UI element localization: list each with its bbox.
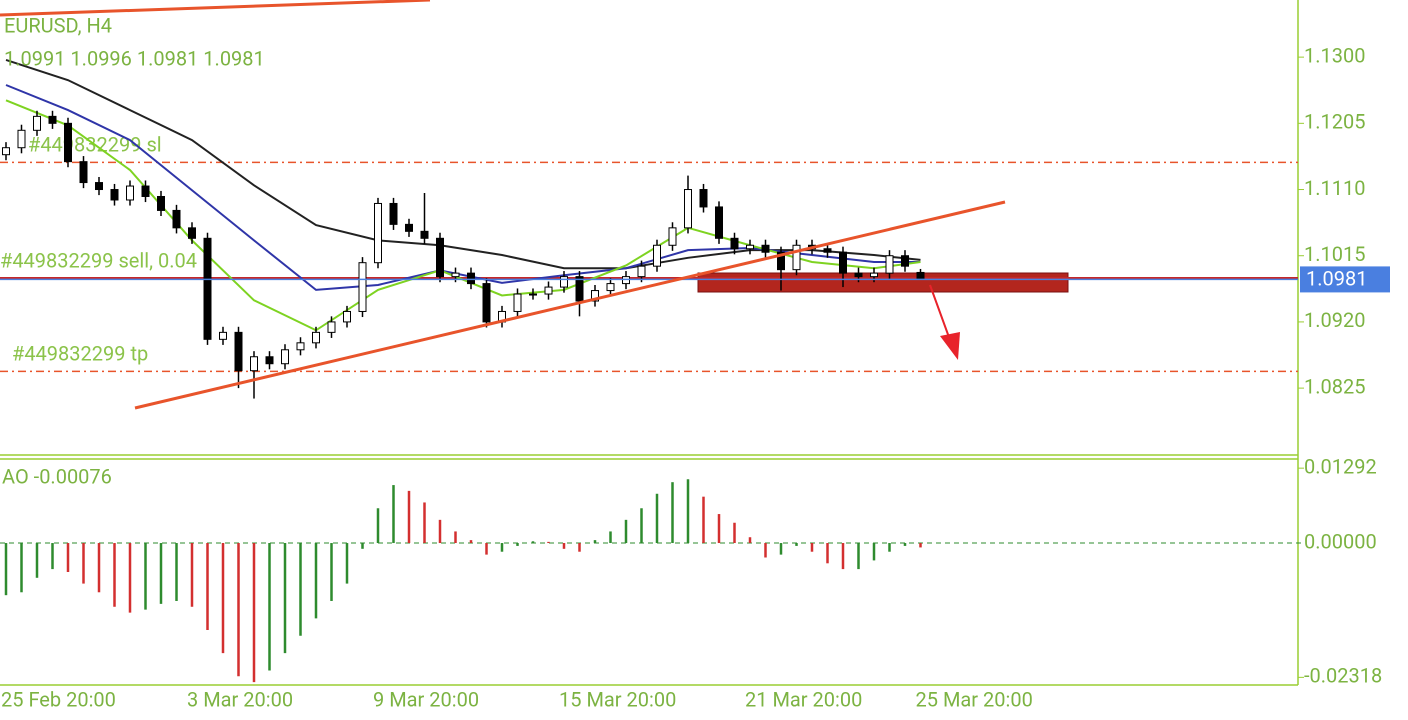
candle-body [560,276,568,288]
x-tick-label: 9 Mar 20:00 [373,687,479,711]
moving-average [5,58,921,270]
candle-body [2,147,10,156]
candle-body [374,202,382,264]
arrow-head [940,332,960,360]
y-tick-label: 1.0825 [1304,374,1365,398]
candle-body [95,182,103,191]
candle-body [451,272,460,278]
candle-body [746,244,754,250]
chart-subtitle: 1.0991 1.0996 1.0981 1.0981 [4,46,265,70]
candle-body [653,244,661,267]
chart-title: EURUSD, H4 [4,13,112,37]
candle-body [110,189,119,201]
candle-body [188,227,196,239]
x-tick-label: 21 Mar 20:00 [745,687,862,711]
trend-line [134,200,1006,410]
candle-body [203,237,212,340]
y-tick-label: 1.1110 [1304,176,1365,200]
current-price-box [1300,266,1390,293]
candle-body [591,290,599,302]
candle-body [699,189,708,208]
candle-body [777,251,785,271]
x-tick-label: 3 Mar 20:00 [187,687,293,711]
x-tick-label: 25 Feb 20:00 [1,687,116,711]
candle-body [715,206,723,239]
candle-body [668,227,677,246]
candle-body [870,272,878,278]
candle-body [854,272,863,278]
candle-body [234,331,243,372]
x-tick-label: 25 Mar 20:00 [916,687,1033,711]
candle-body [281,349,289,365]
candle-body [792,244,801,271]
indicator-title: AO -0.00076 [2,464,112,488]
candle-body [823,248,832,253]
candle-body [358,262,367,312]
order-label: #449832299 sell, 0.04 [0,248,197,272]
candle-body [296,342,305,351]
candle-body [420,230,429,239]
candle-body [17,129,26,149]
candle-body [389,202,398,225]
candle-body [219,331,227,340]
candle-body [79,161,88,184]
candle-body [265,356,274,365]
candle-body [64,122,72,163]
y-tick-label: 1.0920 [1304,308,1365,332]
candle-body [730,237,739,250]
candle-body [901,255,909,267]
candle-body [544,286,553,295]
candle-body [606,283,615,292]
y-tick-label: 1.1205 [1304,110,1365,134]
candle-body [312,331,320,344]
candle-body [141,185,150,197]
candle-body [684,189,692,229]
candle-body [157,195,165,211]
candle-body [33,115,41,131]
y-tick-label: -0.02318 [1304,664,1382,688]
candle-body [327,321,336,333]
arrow [929,284,951,341]
candle-body [172,209,181,229]
current-price-label: 1.0981 [1306,267,1367,291]
candle-body [839,251,847,274]
order-label: #449832299 tp [12,342,148,366]
trend-line [0,0,431,17]
candle-body [885,255,894,274]
candle-body [637,265,646,278]
plot: 1.1300 1.1205 1.1110 1.1015 1.0920 1.0825 #449… [0,43,1390,711]
candle-body [405,223,413,232]
y-tick-label: 0.01292 [1304,454,1377,478]
candle-body [482,283,491,323]
candle-body [761,244,770,253]
candle-body [916,271,925,280]
zone [697,272,1069,293]
y-tick-label: 0.00000 [1304,529,1377,553]
candle-body [126,185,134,201]
candle-body [529,293,537,296]
x-tick-label: 15 Mar 20:00 [559,687,676,711]
candle-body [48,115,57,124]
candle-body [250,356,258,372]
candle-body [575,276,584,302]
y-tick-label: 1.1015 [1304,242,1365,266]
candle-body [513,293,522,312]
candle-body [467,272,475,285]
y-tick-label: 1.1300 [1304,43,1365,67]
candle-body [436,237,444,278]
candle-body [343,310,351,323]
